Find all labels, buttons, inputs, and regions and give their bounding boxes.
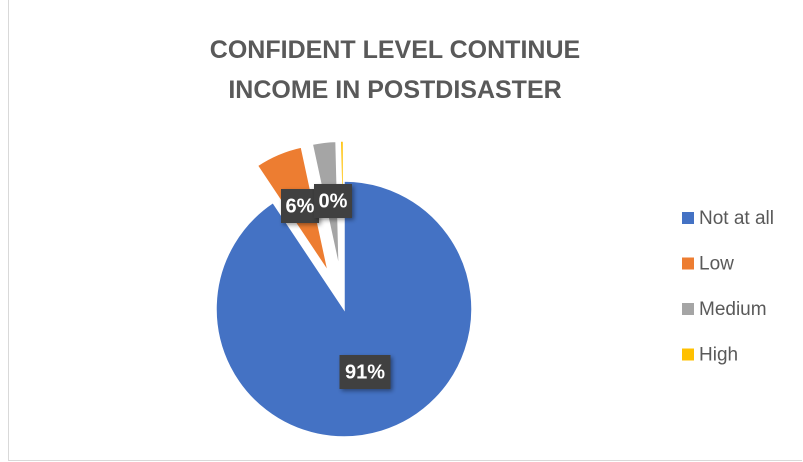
data-label: 91% bbox=[339, 355, 391, 389]
data-label-text: 6% bbox=[286, 195, 315, 217]
legend-swatch bbox=[682, 212, 694, 224]
data-label-box bbox=[339, 355, 391, 389]
data-label: 6% bbox=[281, 189, 319, 223]
data-label-text: 0% bbox=[319, 190, 348, 212]
data-label: 0% bbox=[314, 184, 352, 218]
legend-swatch bbox=[682, 257, 694, 270]
legend-label: Medium bbox=[699, 299, 767, 320]
data-label-text: 91% bbox=[345, 361, 385, 383]
legend-label: High bbox=[699, 345, 738, 366]
pie-slice bbox=[215, 180, 473, 438]
legend-label: Low bbox=[699, 254, 734, 275]
data-label-box bbox=[314, 184, 352, 218]
chart-frame bbox=[8, 0, 802, 461]
data-label-box bbox=[281, 189, 319, 223]
chart-title: CONFIDENT LEVEL CONTINUE INCOME IN POSTD… bbox=[209, 36, 581, 104]
legend-swatch bbox=[682, 348, 694, 361]
legend-swatch bbox=[682, 303, 694, 315]
legend-label: Not at all bbox=[699, 208, 774, 229]
